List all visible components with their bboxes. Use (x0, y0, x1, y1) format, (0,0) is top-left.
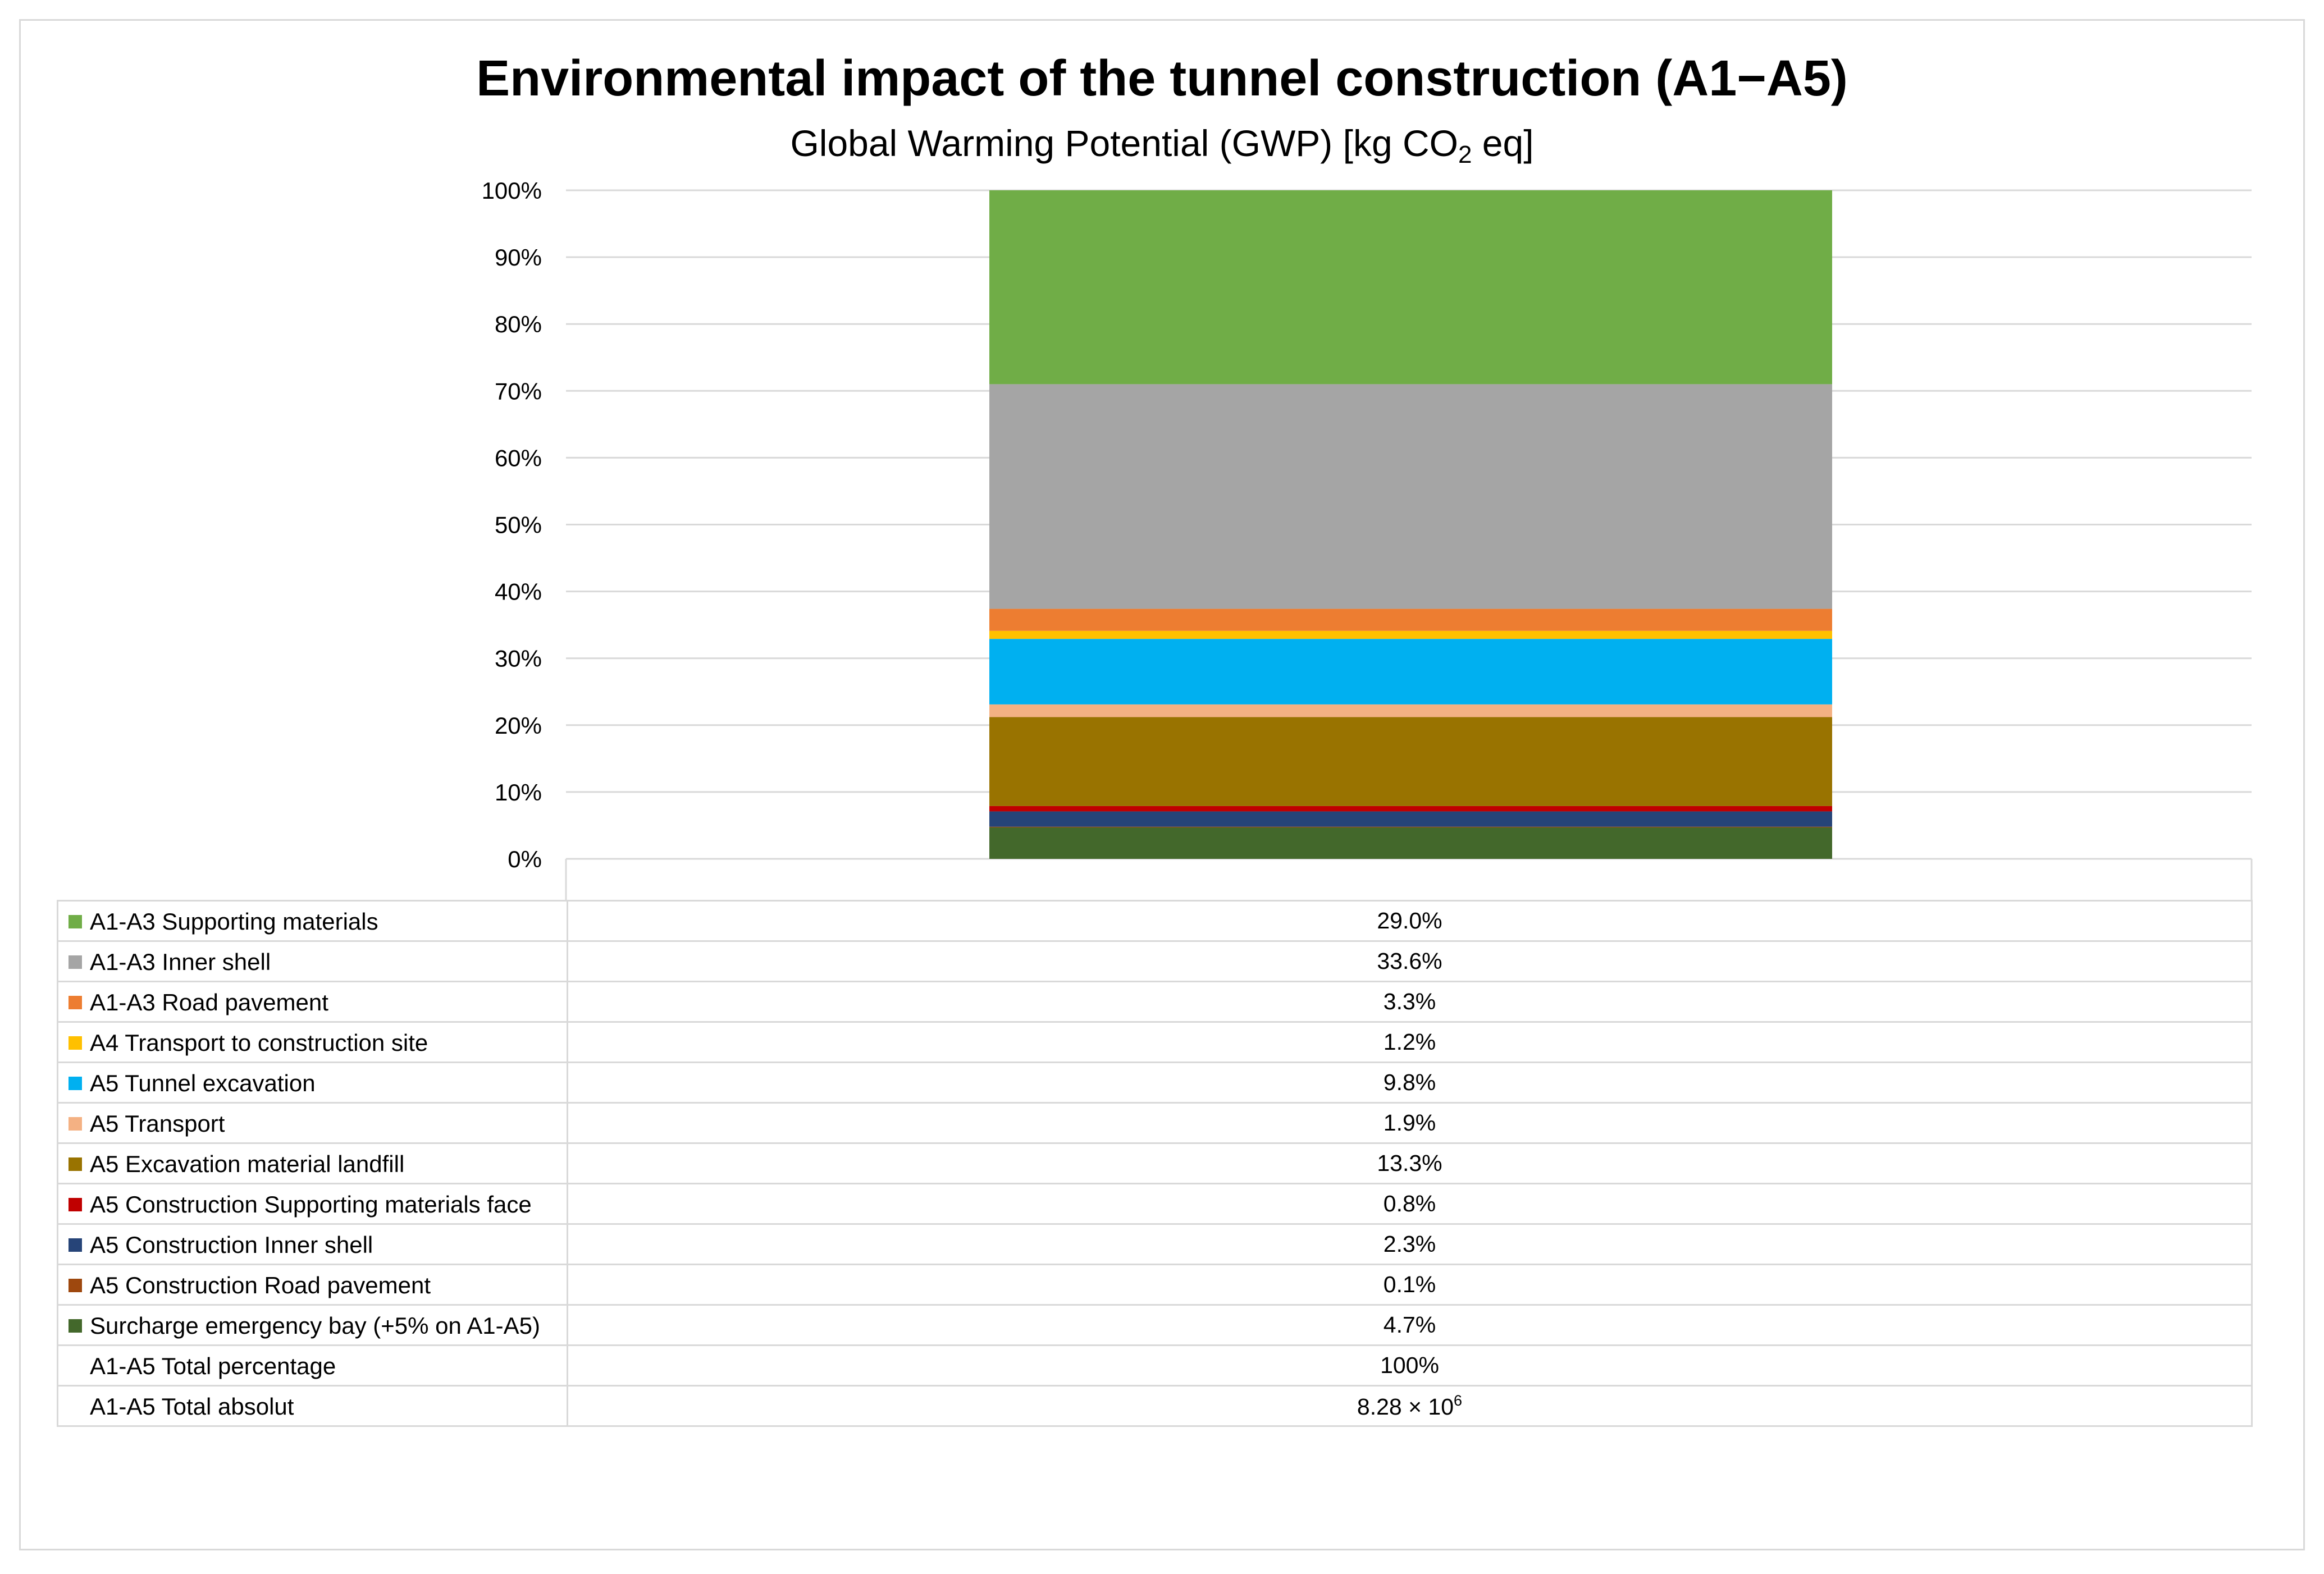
y-tick-label: 90% (495, 244, 542, 271)
legend-label: A5 Construction Road pavement (90, 1271, 431, 1298)
legend-cell: A1-A3 Supporting materials (57, 900, 568, 942)
legend-cell: A5 Construction Supporting materials fac… (57, 1183, 568, 1225)
legend-label: Surcharge emergency bay (+5% on A1-A5) (90, 1312, 540, 1339)
table-row: A1-A3 Inner shell 33.6% (57, 940, 2253, 982)
legend-key (69, 1278, 82, 1292)
legend-key (69, 995, 82, 1009)
y-tick-label: 10% (495, 779, 542, 806)
legend-cell: A5 Excavation material landfill (57, 1142, 568, 1184)
data-label: 0.8% (567, 1183, 2253, 1225)
legend-key (69, 1360, 82, 1373)
legend-cell: A1-A5 Total absolut (57, 1385, 568, 1427)
data-label: 1.9% (567, 1102, 2253, 1144)
legend-key (69, 1117, 82, 1131)
legend-label: A5 Construction Inner shell (90, 1231, 373, 1258)
data-label: 33.6% (567, 940, 2253, 982)
data-label: 8.28 × 106 (567, 1385, 2253, 1427)
legend-key (69, 955, 82, 969)
bar-segment (989, 190, 1832, 385)
data-label: 13.3% (567, 1142, 2253, 1184)
y-tick-label: 60% (495, 445, 542, 471)
legend-cell: A1-A5 Total percentage (57, 1344, 568, 1387)
data-label: 4.7% (567, 1304, 2253, 1346)
data-table: A1-A3 Supporting materials 29.0% A1-A3 Inn… (57, 900, 2253, 1427)
legend-key (69, 914, 82, 928)
y-tick-label: 80% (495, 311, 542, 337)
legend-key (69, 1238, 82, 1252)
table-row: A5 Tunnel excavation 9.8% (57, 1061, 2253, 1104)
data-label: 1.2% (567, 1021, 2253, 1063)
y-tick-label: 50% (495, 512, 542, 538)
legend-key (69, 1319, 82, 1333)
table-row: Surcharge emergency bay (+5% on A1-A5) 4.… (57, 1304, 2253, 1346)
data-label: 2.3% (567, 1223, 2253, 1265)
legend-cell: A5 Construction Road pavement (57, 1264, 568, 1306)
legend-label: A1-A3 Road pavement (90, 989, 328, 1015)
legend-label: A5 Excavation material landfill (90, 1150, 405, 1177)
y-tick-label: 0% (508, 846, 542, 872)
chart-subtitle: Global Warming Potential (GWP) [kg CO2 e… (0, 118, 2324, 180)
bar-segment (989, 717, 1832, 806)
bar-segment (989, 384, 1832, 609)
table-row: A1-A3 Supporting materials 29.0% (57, 900, 2253, 942)
legend-cell: A4 Transport to construction site (57, 1021, 568, 1063)
subtitle-suffix: eq] (1472, 122, 1534, 164)
y-tick-label: 70% (495, 378, 542, 404)
bar-segment (989, 827, 1832, 859)
legend-label: A1-A5 Total absolut (90, 1393, 294, 1420)
legend-cell: A5 Construction Inner shell (57, 1223, 568, 1265)
data-label: 9.8% (567, 1061, 2253, 1104)
table-row: A4 Transport to construction site 1.2% (57, 1021, 2253, 1063)
legend-cell: A5 Tunnel excavation (57, 1061, 568, 1104)
bar-segment (989, 811, 1832, 827)
legend-key (69, 1400, 82, 1413)
legend-key (69, 1076, 82, 1090)
legend-cell: A1-A3 Road pavement (57, 981, 568, 1023)
table-row: A5 Excavation material landfill 13.3% (57, 1142, 2253, 1184)
total-absolute-row: A1-A5 Total absolut 8.28 × 106 (57, 1385, 2253, 1427)
bar-segment (989, 639, 1832, 704)
y-tick-label: 100% (482, 177, 542, 204)
table-row: A1-A3 Road pavement 3.3% (57, 981, 2253, 1023)
legend-cell: Surcharge emergency bay (+5% on A1-A5) (57, 1304, 568, 1346)
bar-segment (989, 608, 1832, 631)
legend-label: A5 Tunnel excavation (90, 1069, 316, 1096)
y-tick-label: 40% (495, 579, 542, 605)
plot-area: 0% 10% 20% 30% 40% 50% 60% 70% 80% 90% 100% (482, 177, 2253, 901)
bar-segment (989, 704, 1832, 717)
legend-key (69, 1197, 82, 1211)
legend-label: A4 Transport to construction site (90, 1029, 428, 1056)
total-percentage-row: A1-A5 Total percentage 100% (57, 1344, 2253, 1387)
bar-segment (989, 630, 1832, 639)
legend-key (69, 1036, 82, 1050)
legend-label: A1-A5 Total percentage (90, 1352, 336, 1379)
legend-key (69, 1157, 82, 1171)
data-label: 100% (567, 1344, 2253, 1387)
chart-title: Environmental impact of the tunnel const… (476, 51, 1848, 107)
data-label: 0.1% (567, 1264, 2253, 1306)
legend-cell: A1-A3 Inner shell (57, 940, 568, 982)
bar-segment (989, 806, 1832, 812)
exponent: 6 (1454, 1392, 1463, 1409)
subtitle-subscript: 2 (1458, 141, 1472, 168)
table-row: A5 Transport 1.9% (57, 1102, 2253, 1144)
legend-label: A5 Construction Supporting materials fac… (90, 1191, 532, 1218)
table-row: A5 Construction Inner shell 2.3% (57, 1223, 2253, 1265)
data-label: 29.0% (567, 900, 2253, 942)
subtitle-prefix: Global Warming Potential (GWP) [kg CO (790, 122, 1458, 164)
y-tick-label: 20% (495, 712, 542, 739)
data-label: 3.3% (567, 981, 2253, 1023)
y-tick-label: 30% (495, 646, 542, 672)
table-row: A5 Construction Road pavement 0.1% (57, 1264, 2253, 1306)
legend-label: A1-A3 Inner shell (90, 948, 271, 975)
legend-cell: A5 Transport (57, 1102, 568, 1144)
legend-label: A5 Transport (90, 1110, 225, 1137)
chart-frame (19, 19, 2305, 1550)
table-row: A5 Construction Supporting materials fac… (57, 1183, 2253, 1225)
legend-label: A1-A3 Supporting materials (90, 908, 378, 935)
